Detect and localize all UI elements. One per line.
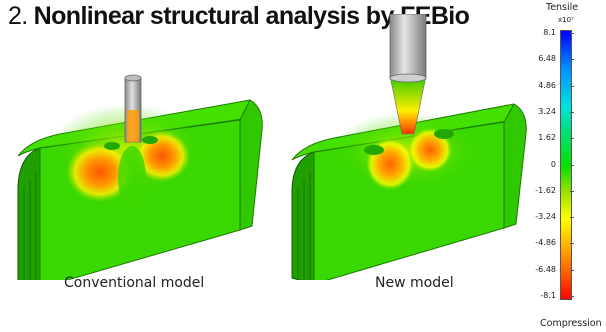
legend-tick-mark (570, 59, 574, 61)
legend-tick-label: 6.48 (538, 54, 556, 64)
legend-tick-label: 8.1 (543, 28, 556, 37)
legend-tick-label: -1.62 (535, 185, 556, 195)
legend-top-label: Tensile (546, 2, 579, 13)
conventional-model-image (0, 60, 270, 280)
legend-tick-mark (570, 33, 574, 34)
title-number: 2. (8, 2, 28, 30)
conventional-model-caption: Conventional model (64, 275, 205, 291)
legend-tick-label: -3.24 (535, 212, 556, 222)
legend-bottom-label: Compression (540, 318, 602, 329)
new-model-image (268, 14, 530, 280)
legend-exponent: x10⁷ (558, 16, 574, 24)
legend-tick-mark (570, 138, 574, 140)
color-scale-legend: Tensile x10⁷ 8.1 6.48 4.86 3.24 1.62 0 -1.62 -3… (528, 0, 606, 332)
legend-tick-mark (570, 269, 574, 271)
legend-tick-mark (570, 217, 574, 219)
legend-tick-label: 3.24 (538, 106, 556, 116)
legend-tick-mark (570, 296, 574, 297)
new-model-caption: New model (375, 275, 454, 291)
legend-tick-label: -6.48 (535, 264, 556, 274)
legend-tick-label: 1.62 (538, 133, 556, 143)
legend-tick-mark (570, 164, 574, 166)
legend-tick-mark (570, 85, 574, 87)
legend-tick-label: -4.86 (535, 238, 556, 248)
legend-tick-mark (570, 111, 574, 113)
legend-tick-label: -8.1 (540, 291, 556, 300)
legend-tick-label: 4.86 (538, 80, 556, 90)
legend-tick-label: 0 (550, 159, 556, 169)
legend-tick-mark (570, 243, 574, 245)
legend-tick-mark (570, 190, 574, 192)
